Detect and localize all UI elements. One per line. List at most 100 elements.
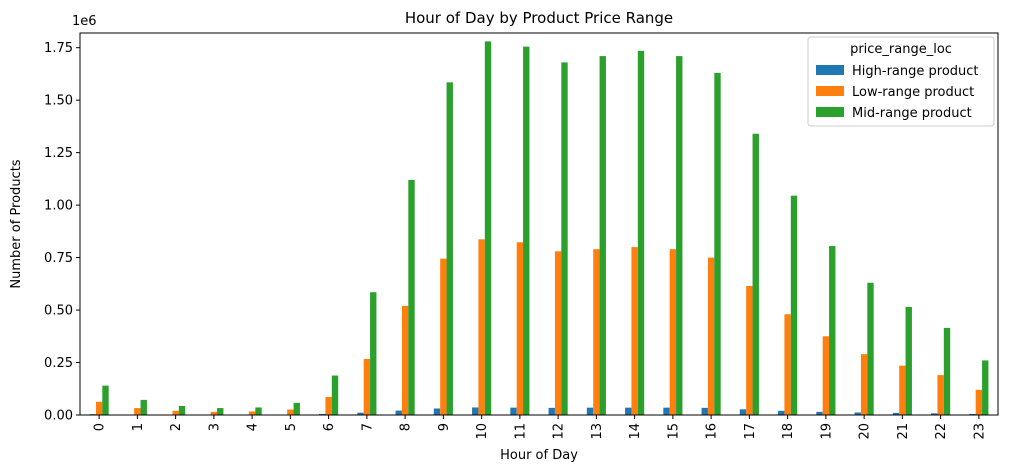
bar: [982, 360, 989, 415]
y-tick-label: 1.25: [44, 146, 73, 161]
bar: [790, 195, 798, 415]
x-tick-label: 2: [169, 423, 184, 431]
bar: [140, 399, 147, 415]
bar: [892, 412, 900, 415]
y-tick-label: 0.75: [44, 251, 73, 266]
bar: [975, 389, 983, 415]
bar: [899, 365, 906, 415]
x-tick-label: 8: [399, 423, 414, 431]
bar: [510, 407, 517, 415]
chart-title: Hour of Day by Product Price Range: [405, 9, 673, 27]
bar: [829, 246, 836, 415]
bar: [784, 314, 791, 415]
bar: [701, 407, 708, 415]
x-tick-label: 7: [360, 423, 375, 431]
bar: [210, 411, 218, 415]
legend-title: price_range_loc: [850, 42, 952, 57]
bar: [440, 258, 447, 415]
x-tick-label: 3: [207, 423, 222, 431]
bar: [548, 407, 555, 415]
bar: [484, 41, 492, 416]
bar: [478, 239, 485, 415]
bar: [293, 402, 300, 415]
x-tick-label: 6: [322, 423, 337, 431]
bar: [319, 413, 326, 415]
x-tick-label: 13: [590, 423, 605, 440]
bar: [331, 375, 339, 415]
x-tick-label: 17: [743, 423, 758, 440]
y-axis-offset-label: 1e6: [72, 14, 97, 29]
y-axis-title: Number of Products: [9, 159, 24, 288]
bar: [593, 249, 600, 415]
x-tick-label: 11: [513, 423, 528, 440]
bar: [905, 306, 912, 415]
bar: [586, 407, 594, 415]
bar: [401, 305, 409, 415]
legend-label: Low-range product: [852, 85, 974, 100]
y-axis-ticks: 0.00 0.25 0.50 0.75 1.00 1.25 1.50 1.75: [44, 41, 80, 424]
x-tick-label: 4: [246, 423, 261, 431]
legend: price_range_loc High-range product Low-ra…: [807, 36, 995, 127]
bar: [746, 285, 753, 415]
bar-marks: [89, 41, 989, 416]
bar: [554, 251, 562, 415]
x-tick-label: 12: [552, 423, 567, 440]
bar: [867, 282, 874, 415]
x-tick-label: 15: [666, 423, 681, 440]
x-tick-label: 21: [896, 423, 911, 440]
y-tick-label: 0.25: [44, 356, 73, 371]
bar: [969, 413, 976, 415]
bar: [631, 247, 638, 415]
bar: [943, 327, 951, 415]
bar: [472, 407, 479, 415]
bar: [217, 408, 224, 415]
x-axis-ticks: 0 1 2 3 4 5 6 7 8 9 10 11 12 13 14 15 16 17 18 19 20 21 22 23: [93, 415, 987, 440]
bar: [752, 133, 759, 415]
x-tick-label: 10: [475, 423, 490, 440]
plot-frame: [79, 32, 999, 416]
x-tick-label: 16: [705, 423, 720, 440]
bar: [95, 401, 103, 415]
bar: [739, 409, 747, 415]
bar: [937, 375, 944, 415]
bar: [178, 405, 186, 415]
bar: [446, 82, 453, 416]
bar: [599, 56, 606, 415]
bar: [816, 411, 823, 415]
y-tick-label: 1.50: [44, 94, 73, 109]
x-tick-label: 1: [131, 423, 146, 431]
bar: [395, 410, 402, 415]
bar: [561, 62, 568, 416]
x-tick-label: 0: [93, 423, 108, 431]
x-axis-title: Hour of Day: [500, 448, 578, 463]
legend-label: High-range product: [852, 64, 979, 79]
legend-swatch: [816, 86, 844, 96]
y-tick-label: 1.00: [44, 199, 73, 214]
bar: [102, 385, 109, 415]
bar: [854, 412, 861, 415]
bar: [516, 242, 524, 415]
bar: [669, 249, 677, 415]
bar: [625, 407, 632, 415]
bar: [363, 358, 371, 415]
bar: [860, 354, 868, 415]
bar: [523, 46, 530, 416]
bar: [172, 410, 179, 415]
x-tick-label: 22: [934, 423, 949, 440]
legend-swatch: [816, 65, 844, 75]
x-tick-label: 19: [819, 423, 834, 440]
x-tick-label: 5: [284, 423, 299, 431]
bar: [822, 336, 830, 415]
x-tick-label: 9: [437, 423, 452, 431]
bar: [370, 292, 377, 415]
bar: [134, 408, 141, 415]
x-tick-label: 23: [972, 423, 987, 440]
legend-label: Mid-range product: [852, 106, 972, 121]
bar: [676, 56, 683, 415]
legend-box: [807, 36, 995, 127]
legend-swatch: [816, 107, 844, 117]
bar: [255, 407, 262, 415]
bar: [714, 72, 721, 415]
